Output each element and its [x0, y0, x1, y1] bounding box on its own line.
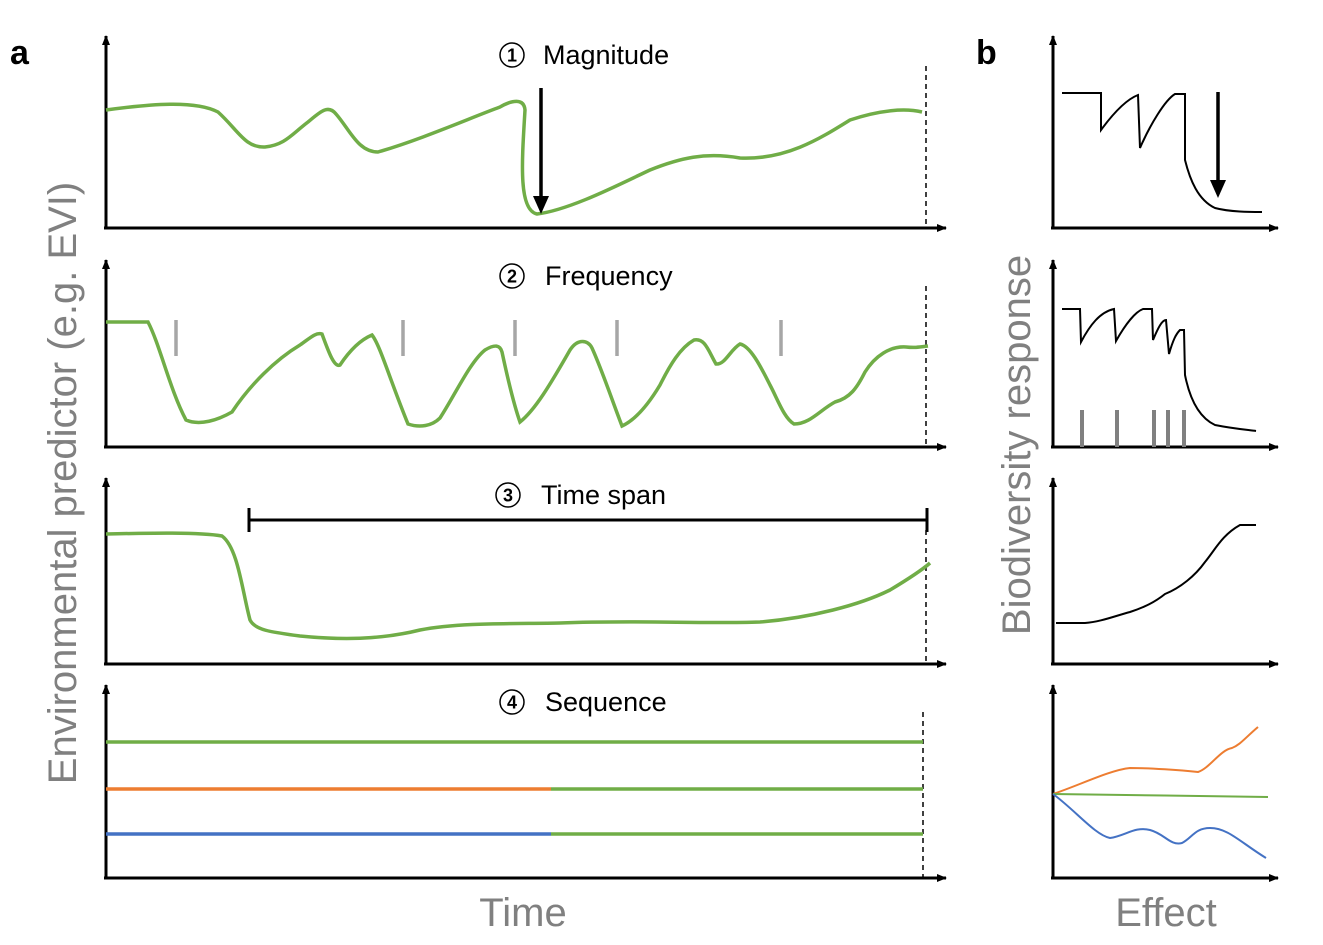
event-markers	[1080, 410, 1186, 447]
response-blue-curve	[1052, 793, 1267, 859]
number-circle	[499, 263, 525, 289]
number-circle	[499, 689, 525, 715]
subplot-title: Sequence	[545, 687, 667, 717]
panel-a-x-axis-label: Time	[479, 891, 566, 935]
event-markers	[174, 320, 783, 356]
subplot-sequence: 4 Sequence	[102, 684, 947, 882]
panel-b-y-axis-label: Biodiversity response	[995, 255, 1039, 635]
subplot-number: 2	[507, 267, 517, 287]
response-green-curve	[1052, 793, 1269, 798]
subplot-title: Frequency	[545, 261, 673, 291]
panel-a-letter: a	[10, 34, 30, 72]
magnitude-arrow-head	[533, 196, 549, 214]
panel-b-letter: b	[976, 34, 997, 72]
number-circle	[495, 482, 521, 508]
response-magnitude	[1049, 35, 1279, 232]
subplot-number: 1	[507, 46, 517, 66]
evi-curve	[105, 531, 932, 641]
magnitude-arrow-head	[1210, 180, 1226, 198]
response-orange-curve	[1052, 726, 1259, 795]
subplot-title: Time span	[541, 480, 666, 510]
number-circle	[499, 42, 525, 68]
subplot-number: 4	[507, 693, 517, 713]
subplot-frequency: 2 Frequency	[102, 259, 947, 451]
subplot-number: 3	[503, 486, 513, 506]
subplot-title: Magnitude	[543, 40, 669, 70]
panel-b-x-axis-label: Effect	[1115, 891, 1217, 935]
evi-curve	[105, 99, 923, 216]
evi-curve	[106, 320, 929, 429]
response-curve	[1062, 92, 1263, 213]
response-curve	[1056, 524, 1256, 624]
subplot-magnitude: 1 Magnitude	[102, 35, 947, 232]
response-frequency	[1049, 259, 1279, 451]
panel-a-y-axis-label: Environmental predictor (e.g. EVI)	[41, 182, 85, 784]
response-sequence	[1049, 684, 1279, 882]
response-curve	[1062, 307, 1257, 432]
response-time-span	[1049, 477, 1279, 668]
subplot-time-span: 3 Time span	[102, 477, 947, 668]
